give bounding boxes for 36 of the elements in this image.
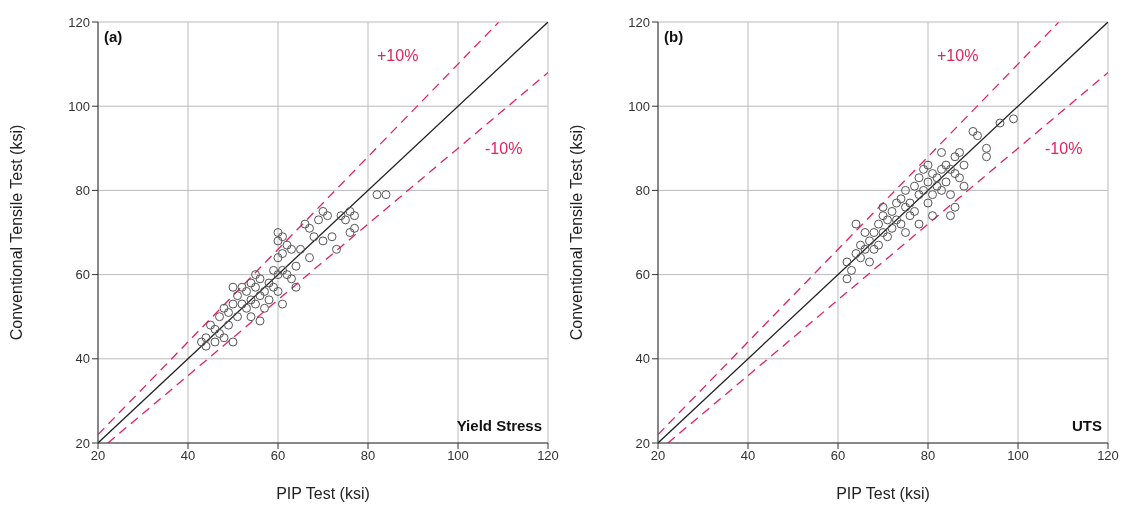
y-tick-label: 20 bbox=[635, 435, 650, 451]
y-tick-label: 80 bbox=[635, 183, 650, 199]
x-tick-label: 60 bbox=[830, 448, 846, 464]
x-tick-label: 80 bbox=[920, 448, 936, 464]
y-tick-label: 120 bbox=[68, 14, 90, 30]
x-tick-label: 100 bbox=[1007, 448, 1029, 464]
annotation: -10% bbox=[1045, 139, 1083, 158]
y-tick-label: 20 bbox=[75, 435, 90, 451]
x-axis-title: PIP Test (ksi) bbox=[276, 485, 370, 502]
y-tick-label: 80 bbox=[75, 183, 90, 199]
y-tick-label: 40 bbox=[635, 351, 650, 367]
x-tick-label: 40 bbox=[740, 448, 756, 464]
x-tick-label: 20 bbox=[90, 448, 106, 464]
x-tick-label: 120 bbox=[537, 448, 559, 464]
y-tick-label: 120 bbox=[628, 14, 650, 30]
annotation: (b) bbox=[664, 28, 684, 45]
y-tick-label: 40 bbox=[75, 351, 90, 367]
y-tick-label: 100 bbox=[628, 98, 650, 114]
x-tick-label: 80 bbox=[360, 448, 376, 464]
x-axis-title: PIP Test (ksi) bbox=[836, 485, 930, 502]
y-axis-title: Conventional Tensile Test (ksi) bbox=[7, 124, 25, 341]
annotation: -10% bbox=[485, 139, 523, 158]
x-tick-label: 40 bbox=[180, 448, 196, 464]
annotation: UTS bbox=[1072, 417, 1102, 434]
y-tick-label: 60 bbox=[75, 267, 90, 283]
annotation: Yield Stress bbox=[456, 417, 542, 434]
y-tick-label: 60 bbox=[635, 267, 650, 283]
annotation: +10% bbox=[937, 47, 979, 66]
annotation: +10% bbox=[377, 47, 419, 66]
x-tick-label: 120 bbox=[1097, 448, 1119, 464]
x-tick-label: 100 bbox=[447, 448, 469, 464]
annotation: (a) bbox=[104, 28, 123, 45]
y-axis-title: Conventional Tensile Test (ksi) bbox=[567, 124, 585, 341]
y-tick-label: 100 bbox=[68, 98, 90, 114]
x-tick-label: 20 bbox=[650, 448, 666, 464]
x-tick-label: 60 bbox=[270, 448, 286, 464]
